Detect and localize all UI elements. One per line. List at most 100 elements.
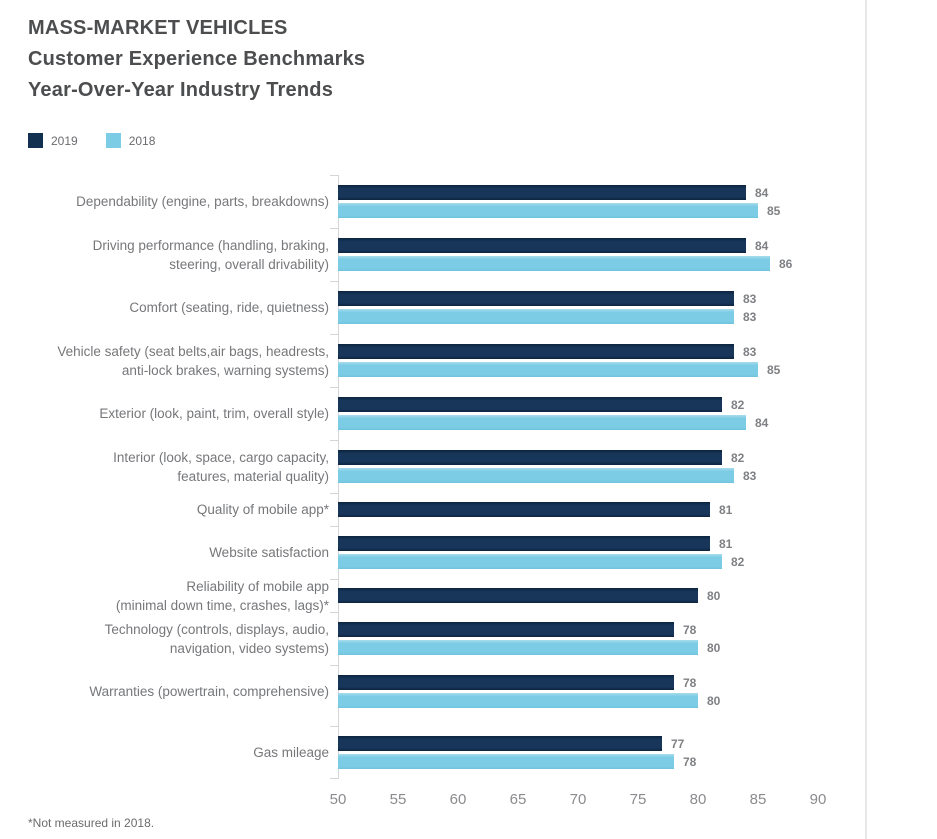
bar-line-2019: 78	[338, 675, 838, 690]
bar-2018	[338, 554, 722, 569]
category-label: Gas mileage	[253, 745, 329, 760]
bar-line-2019: 81	[338, 502, 838, 517]
bar-value-2019: 78	[683, 622, 697, 637]
bar-line-2018: 83	[338, 309, 838, 324]
x-tick-label: 55	[389, 791, 407, 808]
bar-value-2019: 78	[683, 675, 697, 690]
bar-line-2018: 82	[338, 554, 838, 569]
bar-value-2019: 77	[671, 736, 685, 751]
bar-2019	[338, 291, 734, 306]
bar-value-2018: 85	[767, 362, 781, 377]
bar-group: 81 82	[338, 536, 838, 569]
bar-2018	[338, 754, 674, 769]
bar-value-2018: 83	[743, 468, 757, 483]
page-right-border	[865, 0, 867, 839]
bar-2019	[338, 185, 746, 200]
x-tick-label: 85	[749, 791, 767, 808]
category-label: Driving performance (handling, braking, …	[92, 237, 329, 272]
bar-line-2018: 83	[338, 468, 838, 483]
chart-row: Reliability of mobile app (minimal down …	[0, 578, 937, 613]
bar-2019	[338, 238, 746, 253]
bar-value-2019: 81	[719, 536, 733, 551]
bar-2019	[338, 675, 674, 690]
bar-line-2019: 82	[338, 450, 838, 465]
x-tick-label: 60	[449, 791, 467, 808]
chart-row: Driving performance (handling, braking, …	[0, 228, 937, 281]
chart-row: Exterior (look, paint, trim, overall sty…	[0, 387, 937, 440]
chart-row: Interior (look, space, cargo capacity, f…	[0, 440, 937, 493]
chart-row: Quality of mobile app* 81	[0, 493, 937, 526]
legend-label-2018: 2018	[128, 133, 156, 148]
chart-row: Technology (controls, displays, audio, n…	[0, 612, 937, 665]
legend-item-2018: 2018	[105, 133, 156, 148]
bar-group: 84 85	[338, 185, 838, 218]
bar-2018	[338, 415, 746, 430]
bar-2019	[338, 736, 662, 751]
legend: 2019 2018	[28, 133, 937, 148]
bar-line-2019: 83	[338, 291, 838, 306]
chart-row: Warranties (powertrain, comprehensive) 78…	[0, 665, 937, 718]
bar-value-2018: 80	[707, 640, 721, 655]
legend-item-2019: 2019	[28, 133, 78, 148]
bar-line-2018: 80	[338, 693, 838, 708]
bar-2018	[338, 203, 758, 218]
bar-line-2018: 85	[338, 203, 838, 218]
title-line-3: Year-Over-Year Industry Trends	[28, 79, 334, 101]
axis-end-tick	[330, 778, 339, 779]
bar-line-2019: 78	[338, 622, 838, 637]
category-label: Quality of mobile app*	[196, 502, 329, 517]
bar-value-2018: 86	[779, 256, 793, 271]
bar-2018	[338, 362, 758, 377]
category-label: Exterior (look, paint, trim, overall sty…	[99, 406, 329, 421]
bar-chart: Dependability (engine, parts, breakdowns…	[0, 175, 937, 809]
bar-2018	[338, 693, 698, 708]
x-tick-label: 75	[629, 791, 647, 808]
x-axis: 50 55 60 65 70 75 80 85 90	[330, 791, 937, 809]
bar-group: 81	[338, 502, 838, 517]
bar-group: 82 83	[338, 450, 838, 483]
bar-2019	[338, 344, 734, 359]
bar-2018	[338, 256, 770, 271]
bar-2018	[338, 468, 734, 483]
bar-value-2019: 82	[731, 397, 745, 412]
bar-line-2018: 84	[338, 415, 838, 430]
bar-value-2018: 82	[731, 554, 745, 569]
bar-2018	[338, 309, 734, 324]
chart-row: Comfort (seating, ride, quietness) 83 83	[0, 281, 937, 334]
bar-group: 78 80	[338, 675, 838, 708]
category-label: Interior (look, space, cargo capacity, f…	[113, 449, 329, 484]
x-tick-label: 50	[329, 791, 347, 808]
bar-value-2019: 82	[731, 450, 745, 465]
category-label: Vehicle safety (seat belts,air bags, hea…	[57, 343, 329, 378]
bar-2019	[338, 536, 710, 551]
chart-row: Vehicle safety (seat belts,air bags, hea…	[0, 334, 937, 387]
bar-line-2019: 84	[338, 185, 838, 200]
x-tick-label: 80	[689, 791, 707, 808]
category-label: Dependability (engine, parts, breakdowns…	[76, 194, 329, 209]
bar-2019	[338, 588, 698, 603]
bar-value-2019: 84	[755, 185, 769, 200]
bar-value-2018: 78	[683, 754, 697, 769]
legend-swatch-2018	[105, 133, 121, 148]
bar-value-2019: 84	[755, 238, 769, 253]
bar-line-2018: 80	[338, 640, 838, 655]
bar-2019	[338, 622, 674, 637]
title-line-1: MASS-MARKET VEHICLES	[28, 17, 288, 39]
bar-line-2018: 85	[338, 362, 838, 377]
bar-value-2018: 83	[743, 309, 757, 324]
bar-group: 78 80	[338, 622, 838, 655]
bar-line-2019: 80	[338, 588, 838, 603]
bar-2019	[338, 450, 722, 465]
bar-group: 83 83	[338, 291, 838, 324]
bar-group: 82 84	[338, 397, 838, 430]
category-label: Reliability of mobile app (minimal down …	[115, 578, 329, 613]
bar-value-2018: 84	[755, 415, 769, 430]
title-block: MASS-MARKET VEHICLES Customer Experience…	[28, 0, 937, 106]
bar-value-2019: 83	[743, 291, 757, 306]
x-tick-label: 65	[509, 791, 527, 808]
chart-rows: Dependability (engine, parts, breakdowns…	[0, 175, 937, 779]
bar-group: 77 78	[338, 736, 838, 769]
bar-line-2018: 78	[338, 754, 838, 769]
x-tick-label: 70	[569, 791, 587, 808]
